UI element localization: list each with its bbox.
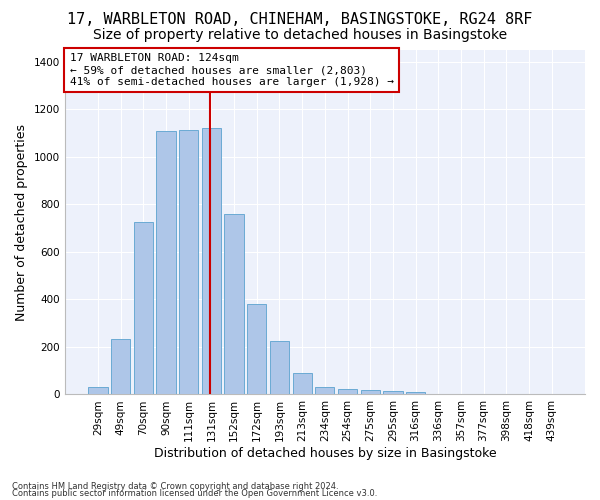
Bar: [202, 128, 221, 394]
Bar: [293, 373, 312, 394]
Text: 17, WARBLETON ROAD, CHINEHAM, BASINGSTOKE, RG24 8RF: 17, WARBLETON ROAD, CHINEHAM, BASINGSTOK…: [67, 12, 533, 28]
Bar: [361, 390, 380, 394]
X-axis label: Distribution of detached houses by size in Basingstoke: Distribution of detached houses by size …: [154, 447, 496, 460]
Bar: [157, 131, 176, 394]
Bar: [383, 391, 403, 394]
Bar: [111, 338, 130, 394]
Bar: [179, 130, 199, 394]
Text: Contains public sector information licensed under the Open Government Licence v3: Contains public sector information licen…: [12, 489, 377, 498]
Bar: [88, 388, 107, 394]
Bar: [247, 304, 266, 394]
Y-axis label: Number of detached properties: Number of detached properties: [15, 124, 28, 320]
Text: 17 WARBLETON ROAD: 124sqm
← 59% of detached houses are smaller (2,803)
41% of se: 17 WARBLETON ROAD: 124sqm ← 59% of detac…: [70, 54, 394, 86]
Text: Contains HM Land Registry data © Crown copyright and database right 2024.: Contains HM Land Registry data © Crown c…: [12, 482, 338, 491]
Bar: [406, 392, 425, 394]
Bar: [270, 341, 289, 394]
Bar: [224, 214, 244, 394]
Bar: [315, 388, 334, 394]
Text: Size of property relative to detached houses in Basingstoke: Size of property relative to detached ho…: [93, 28, 507, 42]
Bar: [338, 388, 357, 394]
Bar: [134, 222, 153, 394]
